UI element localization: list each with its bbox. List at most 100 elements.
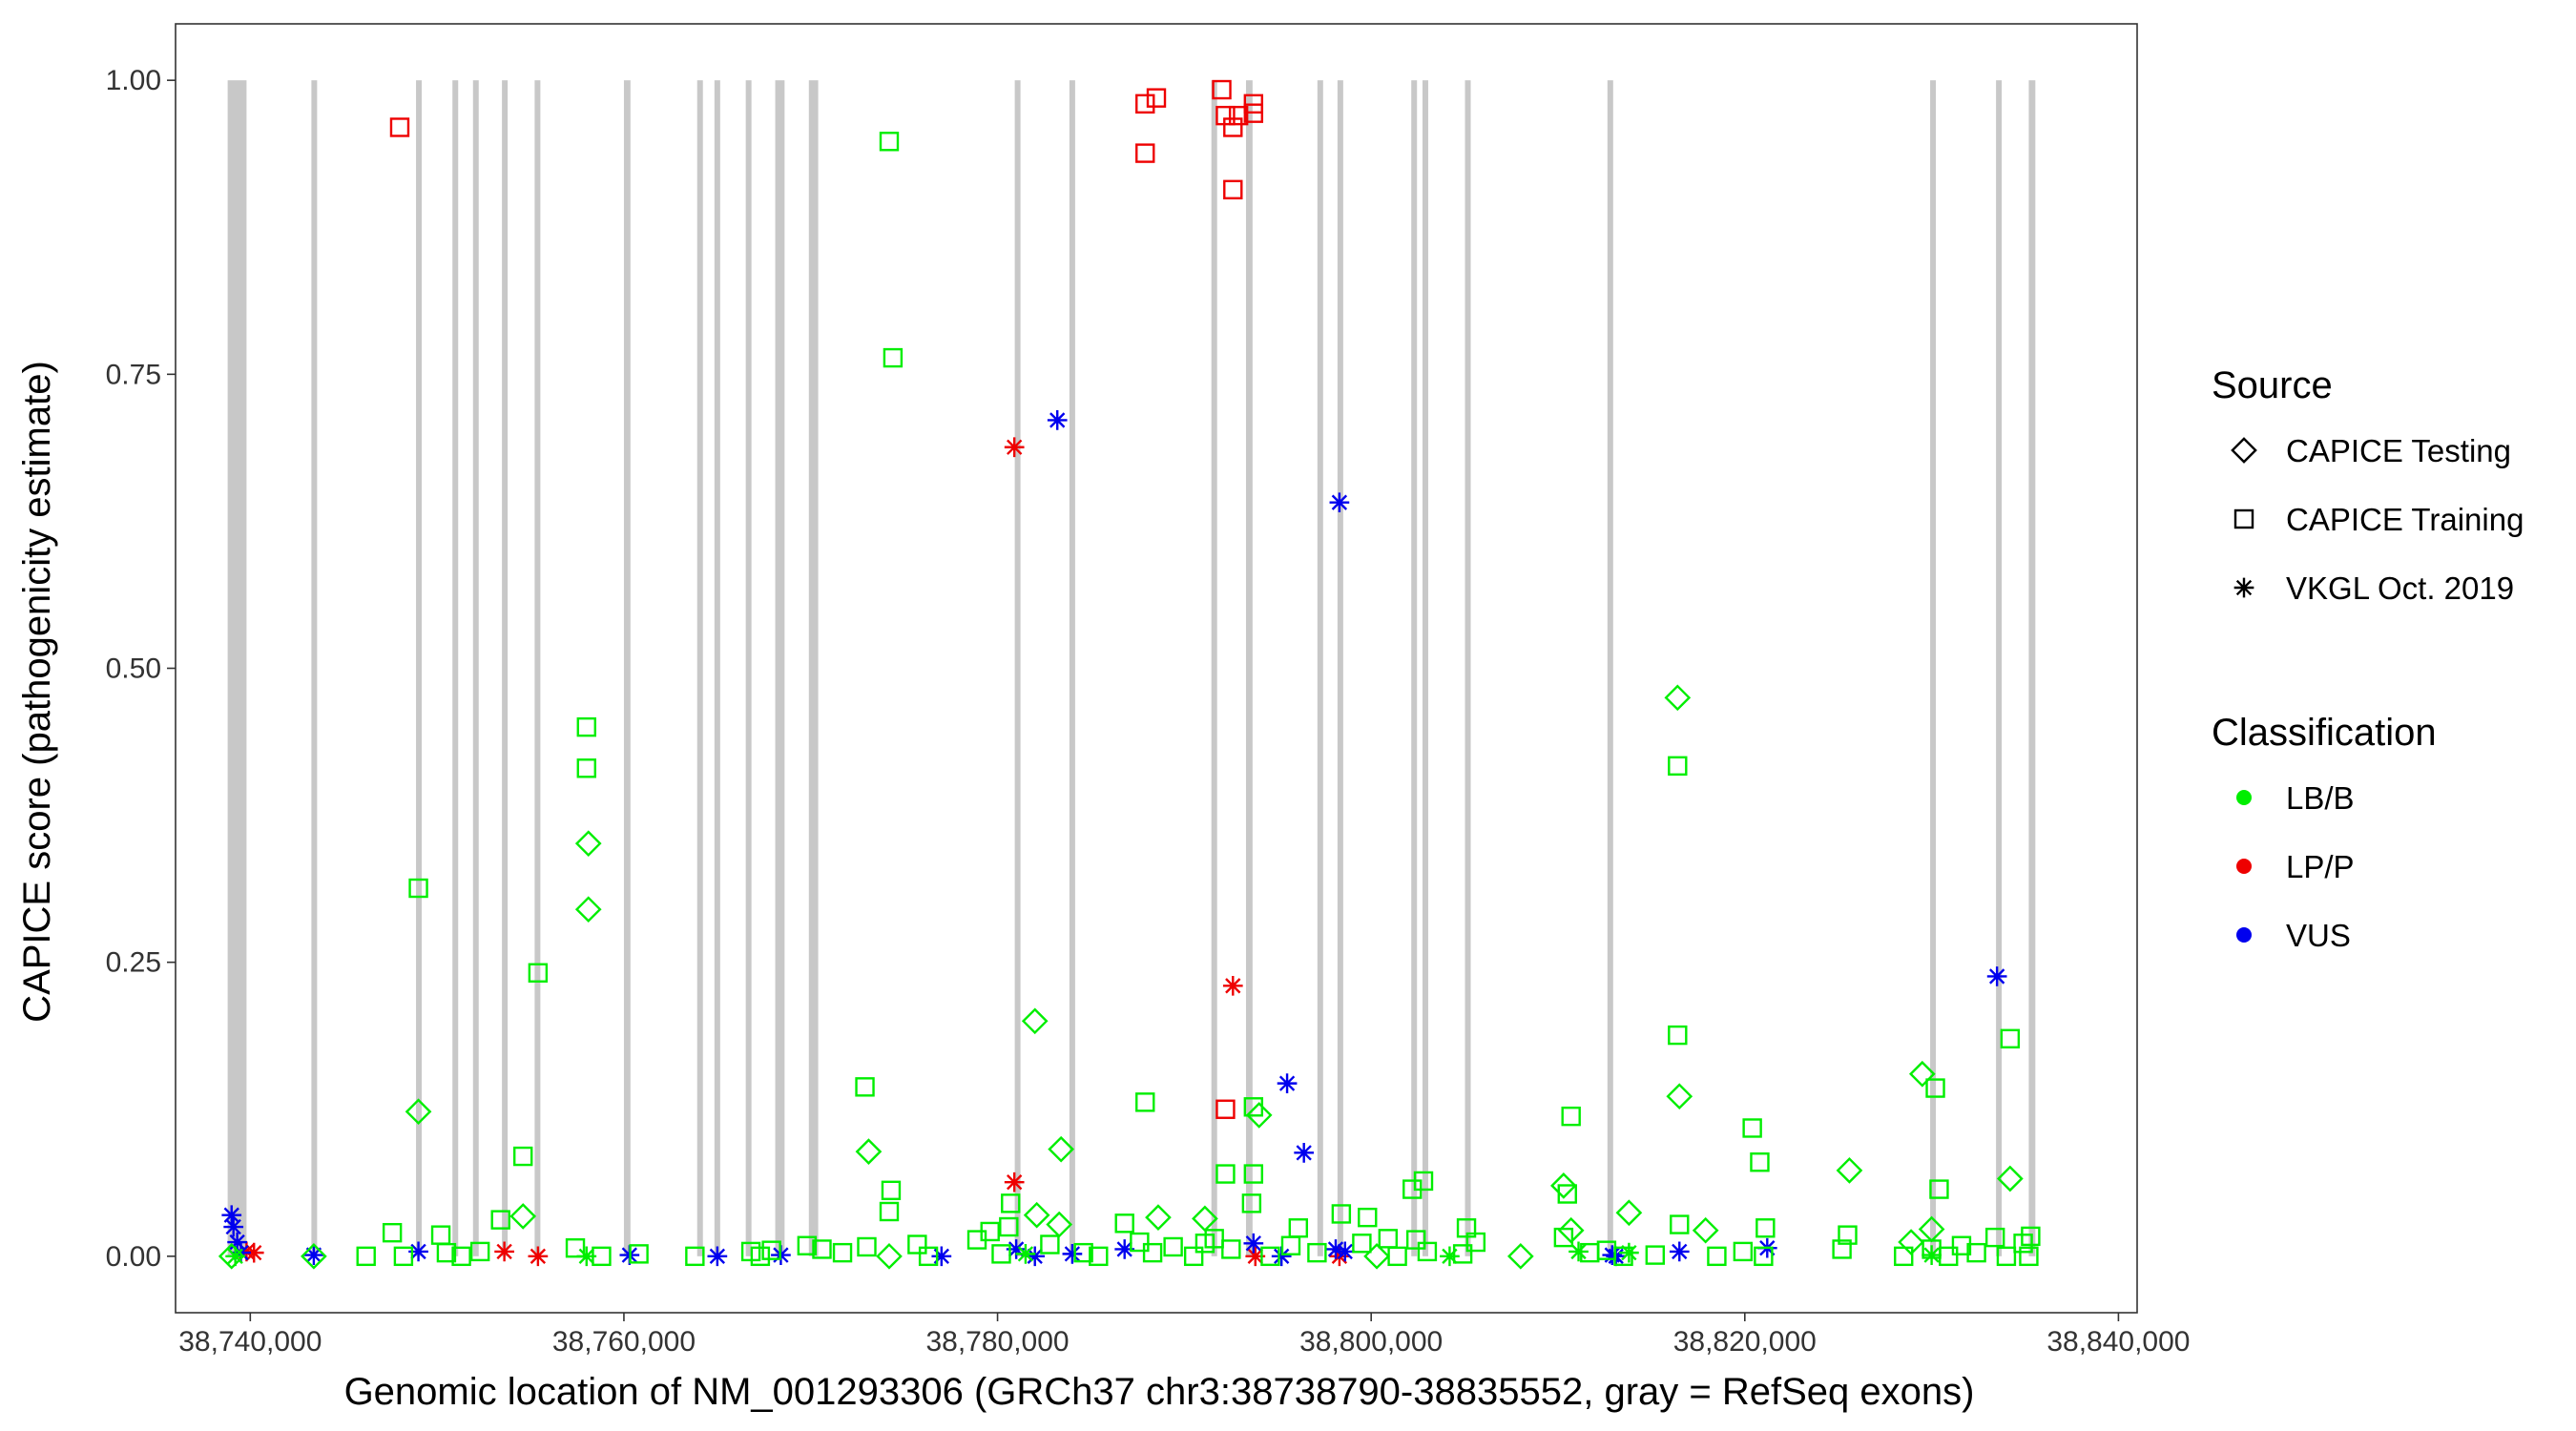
data-point <box>1440 1246 1460 1267</box>
data-point <box>1223 179 1243 200</box>
exon-band <box>745 80 752 1256</box>
data-point <box>1645 1245 1666 1265</box>
data-point <box>1025 1246 1046 1267</box>
data-point <box>832 1242 853 1263</box>
exon-band <box>227 80 247 1256</box>
data-point <box>1004 1172 1025 1192</box>
data-point <box>1755 1218 1776 1238</box>
data-point <box>1048 1135 1074 1163</box>
exon-band <box>1422 80 1428 1256</box>
data-point <box>1260 1246 1280 1267</box>
data-point <box>1001 1193 1021 1213</box>
data-point <box>528 1246 549 1267</box>
data-point <box>1596 1240 1617 1260</box>
data-point <box>490 1210 510 1230</box>
data-point <box>1006 1239 1027 1259</box>
data-point <box>565 1238 586 1258</box>
data-point <box>1243 1233 1264 1254</box>
data-point <box>1183 1246 1204 1267</box>
data-point <box>1243 1164 1264 1184</box>
data-point <box>469 1241 490 1262</box>
data-point <box>1742 1118 1762 1138</box>
data-point <box>881 1180 902 1201</box>
data-point <box>1506 1242 1534 1270</box>
data-point <box>991 1244 1011 1264</box>
data-point <box>999 1216 1019 1237</box>
data-point <box>405 1098 432 1126</box>
exon-band <box>502 80 509 1256</box>
data-point <box>1215 1099 1236 1119</box>
legend-key-diamond <box>2231 437 2257 464</box>
data-point <box>707 1246 728 1267</box>
data-point <box>1417 1241 1438 1262</box>
legend-source-title: Source <box>2212 364 2333 406</box>
data-point <box>855 1077 875 1097</box>
data-point <box>1040 1234 1060 1255</box>
data-point <box>237 1241 257 1262</box>
data-point <box>221 1205 242 1226</box>
x-tick-label: 38,740,000 <box>178 1326 322 1358</box>
exon-band <box>1069 80 1075 1256</box>
exon-band <box>1317 80 1323 1256</box>
data-point <box>1089 1246 1109 1267</box>
data-point <box>1733 1241 1754 1262</box>
axes: 0.00 0.25 0.50 0.75 1.00 38,740,000 38,760,000… <box>106 65 2191 1358</box>
data-point <box>218 1242 245 1270</box>
data-point <box>408 1241 428 1262</box>
data-point <box>797 1235 818 1255</box>
data-point <box>1452 1244 1473 1264</box>
y-tick-label: 0.50 <box>106 653 161 685</box>
data-point <box>1215 1164 1236 1184</box>
legend: Source CAPICE Testing CAPICE Training VKGL… <box>2212 364 2524 953</box>
data-point <box>883 347 904 368</box>
legend-source-label: CAPICE Training <box>2286 502 2524 537</box>
data-point <box>301 1242 327 1270</box>
data-point <box>1922 1245 1942 1265</box>
exon-band <box>2028 80 2036 1256</box>
data-point <box>1908 1060 1936 1088</box>
data-point <box>243 1242 264 1263</box>
data-point <box>1146 88 1167 108</box>
data-point <box>1073 1242 1093 1263</box>
data-point <box>1951 1235 1972 1255</box>
exon-band <box>775 80 785 1256</box>
data-point <box>528 963 549 983</box>
data-point <box>223 1216 244 1237</box>
data-point <box>1243 103 1264 123</box>
legend-classification-items: LB/B LP/P VUS <box>2236 780 2355 953</box>
data-point <box>1966 1242 1986 1263</box>
data-point <box>356 1246 376 1267</box>
data-point <box>1271 1246 1292 1267</box>
data-point <box>382 1222 403 1243</box>
data-point <box>1212 79 1232 100</box>
data-point <box>1245 1246 1266 1267</box>
data-point <box>1668 1025 1688 1046</box>
data-point <box>1602 1245 1623 1265</box>
data-point <box>1145 1204 1172 1232</box>
data-point <box>1832 1239 1852 1259</box>
data-point <box>408 878 428 899</box>
data-point <box>576 758 596 778</box>
data-point <box>1358 1207 1378 1228</box>
data-point <box>1984 1227 2005 1248</box>
data-point <box>1413 1171 1434 1192</box>
data-point <box>1619 1242 1639 1263</box>
data-point <box>857 1236 877 1257</box>
data-point <box>750 1246 771 1267</box>
data-point <box>2000 1028 2021 1048</box>
legend-key-dot <box>2236 790 2252 805</box>
y-axis-title: CAPICE score (pathogenicity estimate) <box>16 361 58 1023</box>
data-point <box>1378 1229 1399 1249</box>
data-point <box>576 716 596 737</box>
data-point <box>1335 1241 1356 1262</box>
data-point <box>436 1242 457 1263</box>
data-point <box>1894 1246 1914 1267</box>
data-point <box>1405 1230 1426 1250</box>
exon-band <box>623 80 631 1256</box>
data-point <box>1163 1236 1183 1257</box>
data-point <box>451 1246 471 1267</box>
data-point <box>1670 1214 1690 1234</box>
data-point <box>1352 1234 1372 1254</box>
legend-key-square <box>2233 508 2254 529</box>
